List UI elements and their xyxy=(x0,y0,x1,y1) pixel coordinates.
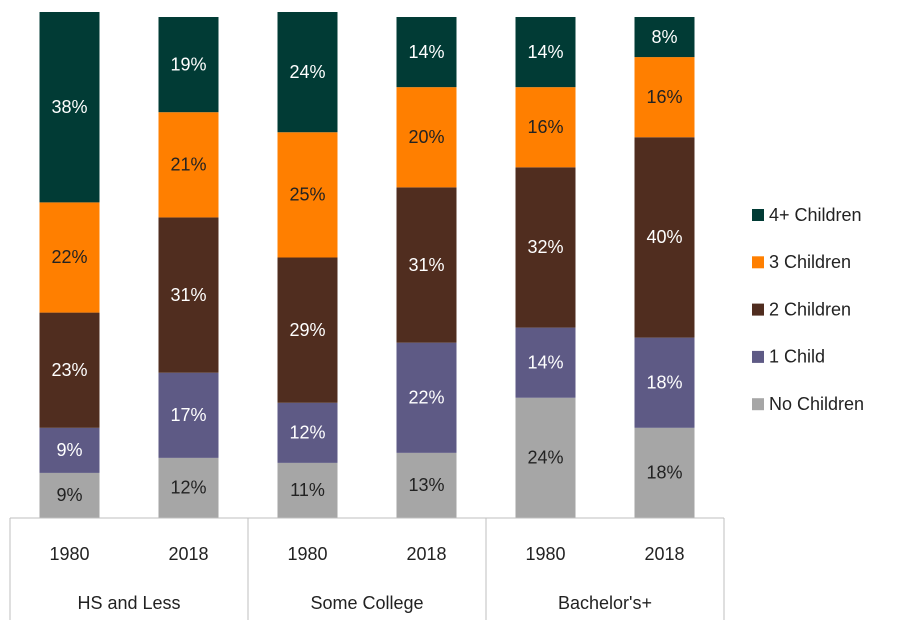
legend-label: 4+ Children xyxy=(769,205,862,225)
legend-swatch xyxy=(752,350,764,363)
value-label: 17% xyxy=(170,405,206,425)
value-label: 24% xyxy=(527,448,563,468)
bar-segment xyxy=(634,427,695,518)
bar-segment xyxy=(277,402,338,463)
x-tick-label: 1980 xyxy=(525,544,565,564)
value-label: 16% xyxy=(646,87,682,107)
bar-segment xyxy=(515,327,576,398)
value-label: 9% xyxy=(56,440,82,460)
bar-segment xyxy=(158,217,219,373)
bar-segment xyxy=(396,342,457,453)
legend-swatch xyxy=(752,256,764,269)
bar-segment xyxy=(396,87,457,188)
bar-segment xyxy=(158,372,219,458)
x-tick-label: 1980 xyxy=(287,544,327,564)
value-label: 22% xyxy=(51,247,87,267)
group-label: Some College xyxy=(310,593,423,613)
value-label: 31% xyxy=(170,285,206,305)
bar-segment xyxy=(158,112,219,218)
value-label: 22% xyxy=(408,388,444,408)
value-label: 29% xyxy=(289,320,325,340)
bar-segment xyxy=(277,462,338,518)
bar-segment xyxy=(396,452,457,518)
bar-segment xyxy=(634,137,695,338)
legend-swatch xyxy=(752,303,764,316)
value-label: 8% xyxy=(651,27,677,47)
value-label: 24% xyxy=(289,62,325,82)
value-label: 20% xyxy=(408,127,444,147)
value-label: 32% xyxy=(527,237,563,257)
bar-segment xyxy=(396,17,457,88)
bar-segment xyxy=(39,312,100,428)
value-label: 21% xyxy=(170,155,206,175)
legend-swatch xyxy=(752,398,764,411)
x-tick-label: 1980 xyxy=(49,544,89,564)
bar-segment xyxy=(396,187,457,343)
value-label: 38% xyxy=(51,97,87,117)
bar-segment xyxy=(515,87,576,168)
bar-segment xyxy=(39,202,100,313)
legend-label: 3 Children xyxy=(769,252,851,272)
x-tick-label: 2018 xyxy=(644,544,684,564)
value-label: 11% xyxy=(290,480,325,500)
x-tick-label: 2018 xyxy=(406,544,446,564)
legend-label: 2 Children xyxy=(769,299,851,319)
bar-segment xyxy=(634,337,695,428)
value-label: 13% xyxy=(408,475,444,495)
value-label: 9% xyxy=(56,485,82,505)
value-label: 25% xyxy=(289,185,325,205)
value-label: 12% xyxy=(289,423,325,443)
bar-segment xyxy=(634,17,695,58)
value-label: 14% xyxy=(408,42,444,62)
x-tick-label: 2018 xyxy=(168,544,208,564)
group-label: Bachelor's+ xyxy=(558,593,652,613)
value-label: 14% xyxy=(527,352,563,372)
bar-segment xyxy=(277,132,338,258)
value-label: 23% xyxy=(51,360,87,380)
value-label: 18% xyxy=(646,463,682,483)
value-label: 14% xyxy=(527,42,563,62)
value-label: 16% xyxy=(527,117,563,137)
bar-segment xyxy=(277,257,338,403)
bar-segment xyxy=(515,397,576,518)
value-label: 12% xyxy=(170,478,206,498)
bar-segment xyxy=(515,17,576,88)
value-label: 19% xyxy=(170,54,206,74)
bar-segment xyxy=(634,57,695,138)
bar-segment xyxy=(39,472,100,518)
value-label: 18% xyxy=(646,372,682,392)
legend-swatch xyxy=(752,209,764,221)
bar-segment xyxy=(158,457,219,518)
legend-label: No Children xyxy=(769,394,864,414)
bar-segment xyxy=(277,12,338,133)
bar-segment xyxy=(39,427,100,473)
bar-segment xyxy=(158,17,219,113)
bar-segment xyxy=(515,167,576,328)
value-label: 40% xyxy=(646,227,682,247)
bar-segment xyxy=(39,12,100,203)
group-label: HS and Less xyxy=(77,593,180,613)
legend-label: 1 Child xyxy=(769,347,825,367)
value-label: 31% xyxy=(408,255,444,275)
